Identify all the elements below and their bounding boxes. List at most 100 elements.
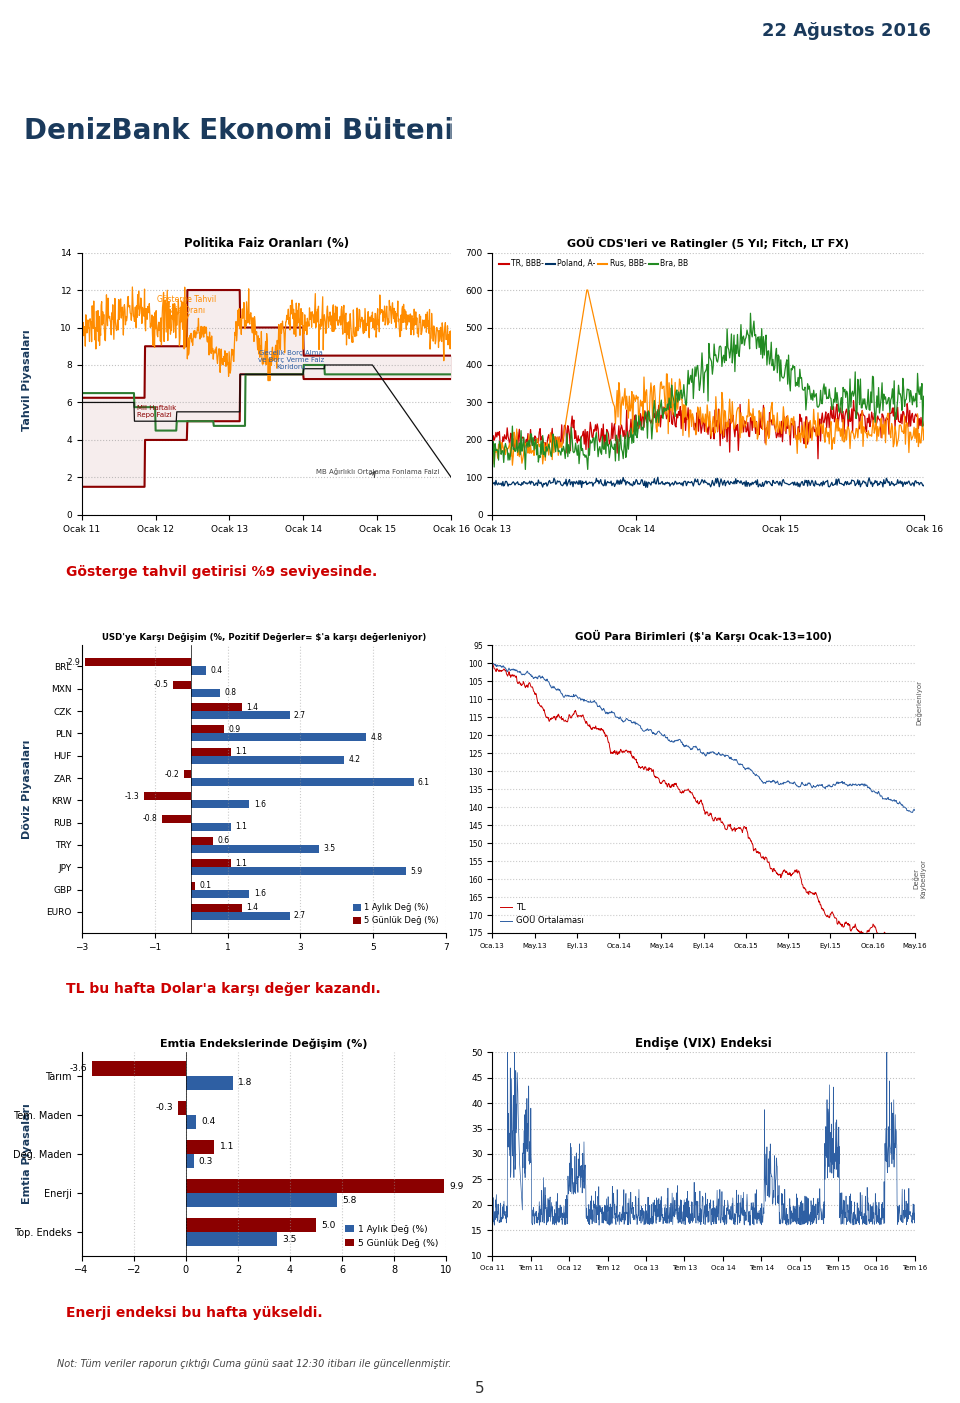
Bar xyxy=(191,666,205,675)
Text: 4.2: 4.2 xyxy=(348,755,361,765)
Text: 0.9: 0.9 xyxy=(228,725,240,734)
Text: MB Ağırlıklı Ortalama Fonlama Faizi: MB Ağırlıklı Ortalama Fonlama Faizi xyxy=(316,467,439,474)
Text: 3.5: 3.5 xyxy=(282,1235,297,1244)
Text: 3.5: 3.5 xyxy=(324,845,335,853)
Bar xyxy=(191,725,224,734)
GOÜ Ortalaması xyxy=(673,731,684,748)
Text: 1.1: 1.1 xyxy=(235,822,248,831)
Text: Tahvil Piyasaları: Tahvil Piyasaları xyxy=(22,330,32,431)
Text: 1.4: 1.4 xyxy=(247,703,258,711)
Text: Emtia Piyasaları: Emtia Piyasaları xyxy=(22,1104,32,1204)
Text: 5.8: 5.8 xyxy=(342,1195,356,1205)
Bar xyxy=(85,658,191,666)
Text: 1.6: 1.6 xyxy=(253,800,266,810)
Bar xyxy=(191,703,242,711)
Bar xyxy=(191,711,290,720)
Text: -0.5: -0.5 xyxy=(154,680,168,689)
TL xyxy=(658,772,669,788)
Bar xyxy=(191,822,231,831)
Text: -2.9: -2.9 xyxy=(66,658,81,666)
Bar xyxy=(191,912,290,920)
Text: MII Haftalık
Repo Faizi: MII Haftalık Repo Faizi xyxy=(137,405,177,418)
Bar xyxy=(191,867,406,875)
Bar xyxy=(186,1179,444,1193)
Text: -0.8: -0.8 xyxy=(143,814,157,824)
Text: DenizBank Ekonomi Bülteni: DenizBank Ekonomi Bülteni xyxy=(24,118,454,145)
Text: 2.7: 2.7 xyxy=(294,912,306,920)
TL xyxy=(673,781,684,798)
GOÜ Ortalaması xyxy=(658,727,669,744)
Bar xyxy=(186,1115,196,1129)
Text: 0.3: 0.3 xyxy=(199,1156,213,1166)
TL xyxy=(909,962,921,979)
Title: Politika Faiz Oranları (%): Politika Faiz Oranları (%) xyxy=(183,237,349,250)
Text: Gösterge Tahvil
Faiz Oranı: Gösterge Tahvil Faiz Oranı xyxy=(156,295,216,314)
Text: Döviz Piyasaları: Döviz Piyasaları xyxy=(22,739,32,839)
TL xyxy=(907,965,919,982)
Bar xyxy=(92,1062,186,1076)
GOÜ Ortalaması xyxy=(817,776,828,793)
Bar xyxy=(191,859,231,867)
Legend: TR, BBB-, Poland, A-, Rus, BBB-, Bra, BB: TR, BBB-, Poland, A-, Rus, BBB-, Bra, BB xyxy=(496,257,691,271)
Text: Gecelik Borç Alma
ve Borç Verme Faiz
Koridoru: Gecelik Borç Alma ve Borç Verme Faiz Kor… xyxy=(258,349,324,370)
GOÜ Ortalaması xyxy=(909,801,921,818)
Bar xyxy=(191,734,366,741)
Bar xyxy=(183,770,191,779)
Text: -3.6: -3.6 xyxy=(69,1063,86,1073)
Title: GOÜ CDS'leri ve Ratingler (5 Yıl; Fitch, LT FX): GOÜ CDS'leri ve Ratingler (5 Yıl; Fitch,… xyxy=(567,237,850,248)
Text: TL bu hafta Dolar'a karşı değer kazandı.: TL bu hafta Dolar'a karşı değer kazandı. xyxy=(66,982,381,996)
Title: GOÜ Para Birimleri ($'a Karşı Ocak-13=100): GOÜ Para Birimleri ($'a Karşı Ocak-13=10… xyxy=(575,630,832,641)
Text: 1.1: 1.1 xyxy=(235,748,248,756)
Bar xyxy=(191,779,414,786)
Text: 5: 5 xyxy=(475,1382,485,1396)
Text: -0.3: -0.3 xyxy=(156,1103,173,1113)
Text: 22 Ağustos 2016: 22 Ağustos 2016 xyxy=(762,22,931,39)
Bar xyxy=(191,881,195,890)
GOÜ Ortalaması xyxy=(487,655,498,672)
Title: Endişe (VIX) Endeksi: Endişe (VIX) Endeksi xyxy=(636,1037,772,1049)
Bar xyxy=(186,1153,194,1169)
Bar xyxy=(186,1232,277,1246)
Text: 9.9: 9.9 xyxy=(449,1181,464,1191)
Text: 6.1: 6.1 xyxy=(418,777,430,787)
GOÜ Ortalaması xyxy=(906,804,918,821)
Bar xyxy=(191,756,345,763)
Bar xyxy=(191,748,231,756)
Text: 0.8: 0.8 xyxy=(225,689,236,697)
Title: USD'ye Karşı Değişim (%, Pozitif Değerler= $'a karşı değerleniyor): USD'ye Karşı Değişim (%, Pozitif Değerle… xyxy=(102,633,426,641)
Text: Finansal Göstergeler: Finansal Göstergeler xyxy=(532,164,793,184)
Text: 5.9: 5.9 xyxy=(411,867,422,875)
Text: -0.2: -0.2 xyxy=(164,769,180,779)
Text: 1.8: 1.8 xyxy=(238,1078,252,1087)
TL xyxy=(824,909,835,926)
GOÜ Ortalaması xyxy=(824,777,835,794)
Text: 1.6: 1.6 xyxy=(253,890,266,898)
Legend: TL, GOÜ Ortalaması: TL, GOÜ Ortalaması xyxy=(496,899,587,929)
Bar xyxy=(191,845,319,853)
Text: 0.1: 0.1 xyxy=(199,881,211,890)
Text: Enerji endeksi bu hafta yükseldi.: Enerji endeksi bu hafta yükseldi. xyxy=(66,1306,323,1320)
Bar xyxy=(162,815,191,822)
Text: 1.1: 1.1 xyxy=(235,859,248,867)
Line: GOÜ Ortalaması: GOÜ Ortalaması xyxy=(492,664,915,812)
Bar xyxy=(191,904,242,912)
Text: 0.4: 0.4 xyxy=(202,1117,216,1127)
Bar xyxy=(191,890,250,898)
Text: Not: Tüm veriler raporun çıktığı Cuma günü saat 12:30 itibarı ile güncellenmişti: Not: Tüm veriler raporun çıktığı Cuma gü… xyxy=(58,1358,451,1369)
Bar xyxy=(186,1139,214,1153)
Text: 0.6: 0.6 xyxy=(217,836,229,846)
GOÜ Ortalaması xyxy=(530,669,541,686)
Bar xyxy=(173,680,191,689)
Text: 1.4: 1.4 xyxy=(247,904,258,912)
Legend: 1 Aylık Değ (%), 5 Günlük Değ (%): 1 Aylık Değ (%), 5 Günlük Değ (%) xyxy=(342,1222,442,1251)
Bar xyxy=(186,1218,316,1232)
Text: 5.0: 5.0 xyxy=(322,1221,336,1230)
Text: -1.3: -1.3 xyxy=(125,791,139,801)
Text: Değerleniyor: Değerleniyor xyxy=(916,680,923,725)
Bar xyxy=(178,1101,186,1115)
TL xyxy=(487,655,498,672)
GOÜ Ortalaması xyxy=(487,655,498,672)
TL xyxy=(530,686,541,703)
Text: 2.7: 2.7 xyxy=(294,711,306,720)
Text: 1.1: 1.1 xyxy=(220,1142,234,1152)
